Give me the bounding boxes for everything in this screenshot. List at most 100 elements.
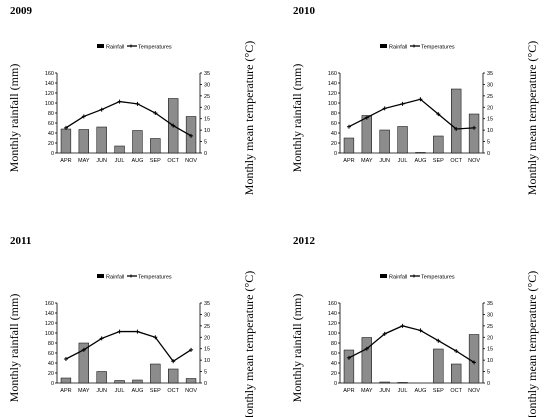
temp-point-sep bbox=[436, 112, 441, 117]
y2-tick-label: 0 bbox=[204, 151, 207, 157]
legend-temp-marker bbox=[412, 44, 416, 48]
temp-point-oct bbox=[454, 349, 459, 353]
y-tick-label: 120 bbox=[328, 91, 337, 97]
legend-temp-label: Temperatures bbox=[138, 275, 172, 281]
y-tick-label: 120 bbox=[45, 321, 54, 327]
y-tick-label: 40 bbox=[48, 361, 54, 367]
temp-point-aug bbox=[135, 329, 140, 334]
chart-title: 2012 bbox=[293, 235, 316, 247]
y-tick-label: 120 bbox=[328, 321, 337, 327]
temperature-line bbox=[348, 98, 475, 130]
bar-jun bbox=[379, 381, 390, 384]
y2-tick-label: 20 bbox=[487, 105, 493, 111]
x-tick-label: OCT bbox=[167, 158, 179, 164]
legend-rainfall-swatch bbox=[380, 44, 387, 48]
y2-tick-label: 10 bbox=[204, 128, 210, 134]
chart-title: 2011 bbox=[10, 235, 31, 247]
temp-point-aug bbox=[418, 97, 423, 102]
y2-axis-label: Monthly mean temperature (°C) bbox=[242, 271, 256, 417]
temp-point-nov bbox=[189, 133, 194, 138]
temp-point-may bbox=[364, 346, 369, 351]
temperature-line bbox=[65, 100, 192, 137]
y2-tick-label: 15 bbox=[487, 117, 493, 123]
x-tick-label: APR bbox=[60, 388, 71, 394]
x-tick-label: SEP bbox=[150, 388, 161, 394]
legend-rainfall-label: Rainfall bbox=[106, 45, 124, 51]
y-tick-label: 0 bbox=[51, 381, 54, 387]
y-axis-label: Monthly rainfall (mm) bbox=[290, 64, 304, 173]
temp-point-nov bbox=[189, 347, 194, 352]
x-tick-label: AUG bbox=[131, 388, 143, 394]
bar-jul bbox=[114, 145, 125, 154]
temp-point-may bbox=[81, 347, 86, 352]
temperature-line bbox=[65, 330, 192, 363]
y-tick-label: 140 bbox=[45, 311, 54, 317]
temp-point-oct bbox=[171, 359, 176, 364]
temp-point-oct bbox=[454, 127, 459, 131]
bar-aug bbox=[132, 130, 143, 154]
x-tick-label: SEP bbox=[433, 158, 444, 164]
y2-tick-label: 20 bbox=[204, 335, 210, 341]
bar-sep bbox=[150, 138, 161, 154]
y-tick-label: 160 bbox=[328, 71, 337, 77]
bar-nov bbox=[468, 113, 480, 154]
temp-point-oct bbox=[171, 123, 176, 128]
legend-temp-marker bbox=[129, 44, 133, 48]
temp-point-jul bbox=[117, 99, 122, 104]
bar-nov bbox=[468, 334, 480, 384]
y2-tick-label: 30 bbox=[487, 82, 493, 88]
bar-apr bbox=[343, 349, 355, 384]
temp-point-apr bbox=[346, 124, 351, 129]
x-tick-label: NOV bbox=[185, 158, 197, 164]
y-axis-label: Monthly rainfall (mm) bbox=[290, 294, 304, 403]
bar-may bbox=[361, 115, 372, 154]
temp-point-may bbox=[364, 115, 369, 120]
temp-point-apr bbox=[346, 355, 351, 360]
y-tick-label: 100 bbox=[45, 101, 54, 107]
bar-jul bbox=[397, 382, 408, 384]
bar-jun bbox=[96, 126, 107, 154]
x-tick-label: SEP bbox=[150, 158, 161, 164]
y2-tick-label: 5 bbox=[487, 370, 490, 376]
bar-apr bbox=[60, 128, 72, 154]
temp-point-jul bbox=[117, 329, 122, 334]
y-tick-label: 140 bbox=[45, 81, 54, 87]
y2-tick-label: 25 bbox=[487, 324, 493, 330]
chart-title: 2009 bbox=[10, 5, 33, 17]
temp-point-sep bbox=[153, 111, 158, 115]
y-tick-label: 160 bbox=[328, 301, 337, 307]
legend: Rainfall Temperatures bbox=[97, 274, 172, 281]
y-tick-label: 20 bbox=[48, 141, 54, 147]
legend-temp-label: Temperatures bbox=[421, 45, 455, 51]
y2-tick-label: 10 bbox=[204, 358, 210, 364]
y2-tick-label: 25 bbox=[204, 324, 210, 330]
y2-tick-label: 20 bbox=[487, 335, 493, 341]
x-tick-label: JUN bbox=[96, 158, 107, 164]
y-tick-label: 100 bbox=[328, 331, 337, 337]
legend-rainfall-label: Rainfall bbox=[106, 275, 124, 281]
y2-tick-label: 20 bbox=[204, 105, 210, 111]
x-tick-label: JUN bbox=[96, 388, 107, 394]
bar-oct bbox=[168, 368, 179, 384]
y2-tick-label: 35 bbox=[487, 301, 493, 307]
x-tick-label: APR bbox=[343, 388, 354, 394]
legend: Rainfall Temperatures bbox=[380, 44, 455, 51]
y2-axis-label: Monthly mean temperature (°C) bbox=[242, 41, 256, 195]
chart-title: 2010 bbox=[293, 5, 316, 17]
bar-sep bbox=[150, 363, 161, 384]
temp-point-apr bbox=[63, 357, 68, 361]
y-tick-label: 160 bbox=[45, 71, 54, 77]
legend-rainfall-swatch bbox=[97, 274, 104, 278]
y2-tick-label: 35 bbox=[204, 71, 210, 77]
y2-tick-label: 30 bbox=[204, 82, 210, 88]
bar-may bbox=[78, 342, 89, 384]
legend-rainfall-label: Rainfall bbox=[389, 275, 407, 281]
x-tick-label: OCT bbox=[450, 388, 462, 394]
x-tick-label: JUL bbox=[398, 388, 408, 394]
y-tick-label: 140 bbox=[328, 81, 337, 87]
axes bbox=[338, 72, 485, 154]
y-tick-label: 120 bbox=[45, 91, 54, 97]
temperature-line bbox=[348, 325, 475, 363]
y2-tick-label: 25 bbox=[487, 94, 493, 100]
